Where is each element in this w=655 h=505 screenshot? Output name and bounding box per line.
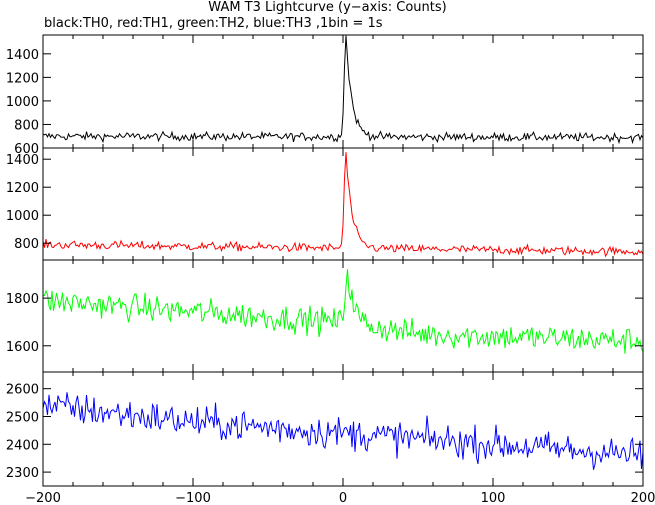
y-tick-label-th2: 1800 [6, 292, 39, 307]
y-tick-label-th2: 1600 [6, 340, 39, 355]
series-line-th2 [43, 269, 643, 354]
y-tick-label-th0: 1400 [6, 48, 39, 63]
y-tick-label-th1: 800 [14, 237, 39, 252]
y-tick-label-th0: 1200 [6, 71, 39, 86]
panel-frame-th1 [42, 147, 644, 261]
chart-title: WAM T3 Lightcurve (y−axis: Counts) [208, 0, 447, 15]
y-tick-label-th1: 1000 [6, 209, 39, 224]
x-tick-label: 200 [631, 491, 655, 505]
y-tick-label-th0: 800 [14, 118, 39, 133]
x-tick-label: −100 [175, 491, 211, 505]
x-tick-label: 0 [339, 491, 347, 505]
y-tick-label-th3: 2600 [6, 383, 39, 398]
series-line-th0 [43, 35, 643, 145]
y-tick-label-th1: 1200 [6, 181, 39, 196]
x-tick-label: 100 [481, 491, 506, 505]
y-tick-label-th3: 2300 [6, 466, 39, 481]
panel-frame-th0 [42, 34, 644, 149]
chart-subtitle: black:TH0, red:TH1, green:TH2, blue:TH3 … [44, 16, 383, 31]
y-tick-label-th1: 1400 [6, 153, 39, 168]
panel-frame-th3 [42, 371, 644, 487]
series-line-th3 [43, 392, 643, 470]
y-tick-label-th0: 1000 [6, 95, 39, 110]
series-line-th1 [43, 152, 643, 258]
x-tick-label: −200 [25, 491, 61, 505]
y-tick-label-th0: 600 [14, 142, 39, 157]
y-tick-label-th3: 2500 [6, 410, 39, 425]
panel-frame-th2 [42, 259, 644, 373]
y-tick-label-th3: 2400 [6, 438, 39, 453]
